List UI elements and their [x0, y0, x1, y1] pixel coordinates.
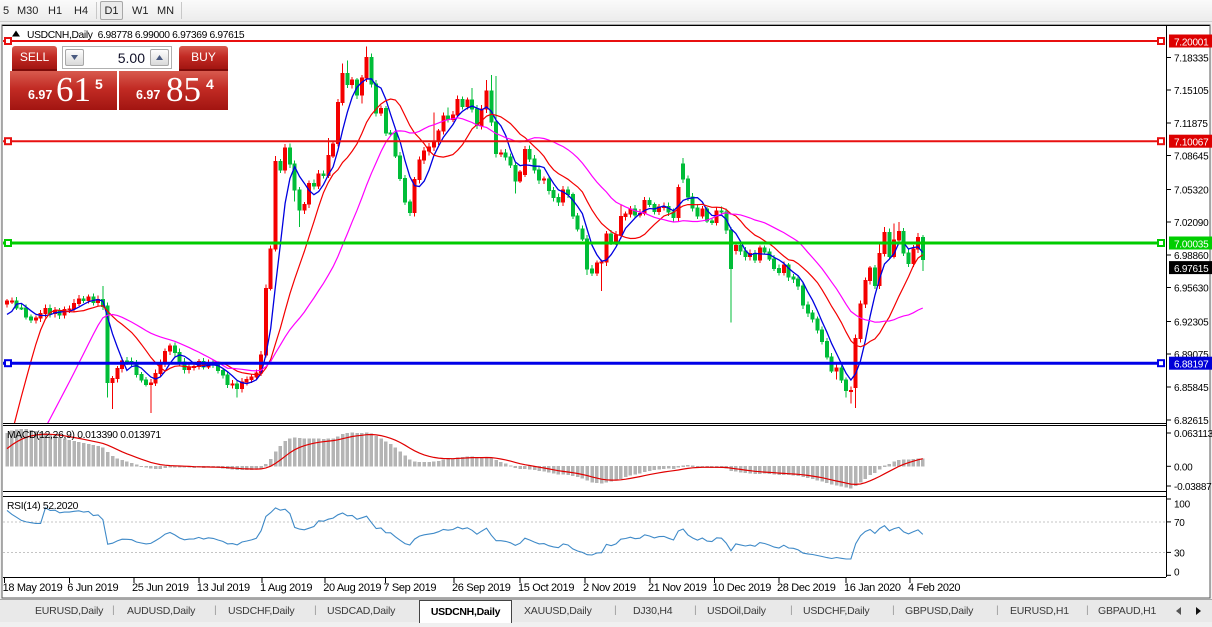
svg-text:RSI(14) 52.2020: RSI(14) 52.2020 [7, 501, 79, 512]
svg-text:21 Nov 2019: 21 Nov 2019 [648, 582, 707, 594]
svg-text:6.98860: 6.98860 [1174, 251, 1209, 262]
svg-text:USDCNH,Daily 6.98778 6.99000: USDCNH,Daily 6.98778 6.99000 6.97369 6.9… [27, 30, 245, 41]
svg-text:6.97615: 6.97615 [1174, 264, 1209, 275]
svg-text:6.82615: 6.82615 [1174, 416, 1209, 427]
svg-text:6.92305: 6.92305 [1174, 318, 1209, 329]
svg-text:18 May 2019: 18 May 2019 [3, 582, 63, 594]
svg-text:MACD(12,26,9) 0.013390 0.01397: MACD(12,26,9) 0.013390 0.013971 [7, 430, 161, 441]
svg-text:16 Jan 2020: 16 Jan 2020 [844, 582, 901, 594]
svg-text:0.063113: 0.063113 [1174, 429, 1212, 440]
svg-text:4 Feb 2020: 4 Feb 2020 [908, 582, 960, 594]
svg-text:7.10067: 7.10067 [1174, 138, 1209, 149]
svg-text:1 Aug 2019: 1 Aug 2019 [260, 582, 312, 594]
svg-text:7 Sep 2019: 7 Sep 2019 [383, 582, 436, 594]
svg-text:7.20001: 7.20001 [1174, 38, 1209, 49]
svg-text:2 Nov 2019: 2 Nov 2019 [583, 582, 636, 594]
svg-text:6 Jun 2019: 6 Jun 2019 [67, 582, 118, 594]
svg-text:20 Aug 2019: 20 Aug 2019 [323, 582, 381, 594]
svg-text:6.88197: 6.88197 [1174, 360, 1209, 371]
svg-text:10 Dec 2019: 10 Dec 2019 [713, 582, 772, 594]
svg-text:6.89075: 6.89075 [1174, 350, 1209, 361]
svg-text:26 Sep 2019: 26 Sep 2019 [452, 582, 511, 594]
svg-text:30: 30 [1174, 548, 1185, 559]
svg-text:7.18335: 7.18335 [1174, 53, 1209, 64]
svg-text:13 Jul 2019: 13 Jul 2019 [197, 582, 250, 594]
svg-text:7.08645: 7.08645 [1174, 152, 1209, 163]
svg-text:-0.038872: -0.038872 [1174, 482, 1212, 493]
svg-text:100: 100 [1174, 500, 1191, 511]
svg-text:25 Jun 2019: 25 Jun 2019 [132, 582, 189, 594]
svg-text:7.00035: 7.00035 [1174, 240, 1209, 251]
svg-text:7.02090: 7.02090 [1174, 218, 1209, 229]
svg-text:0: 0 [1174, 568, 1180, 579]
svg-text:28 Dec 2019: 28 Dec 2019 [777, 582, 836, 594]
svg-text:0.00: 0.00 [1174, 462, 1193, 473]
svg-text:70: 70 [1174, 518, 1185, 529]
svg-text:6.95630: 6.95630 [1174, 284, 1209, 295]
svg-text:7.15105: 7.15105 [1174, 86, 1209, 97]
svg-text:7.11875: 7.11875 [1174, 119, 1208, 130]
svg-text:6.85845: 6.85845 [1174, 383, 1209, 394]
svg-text:7.05320: 7.05320 [1174, 185, 1209, 196]
svg-text:15 Oct 2019: 15 Oct 2019 [518, 582, 574, 594]
